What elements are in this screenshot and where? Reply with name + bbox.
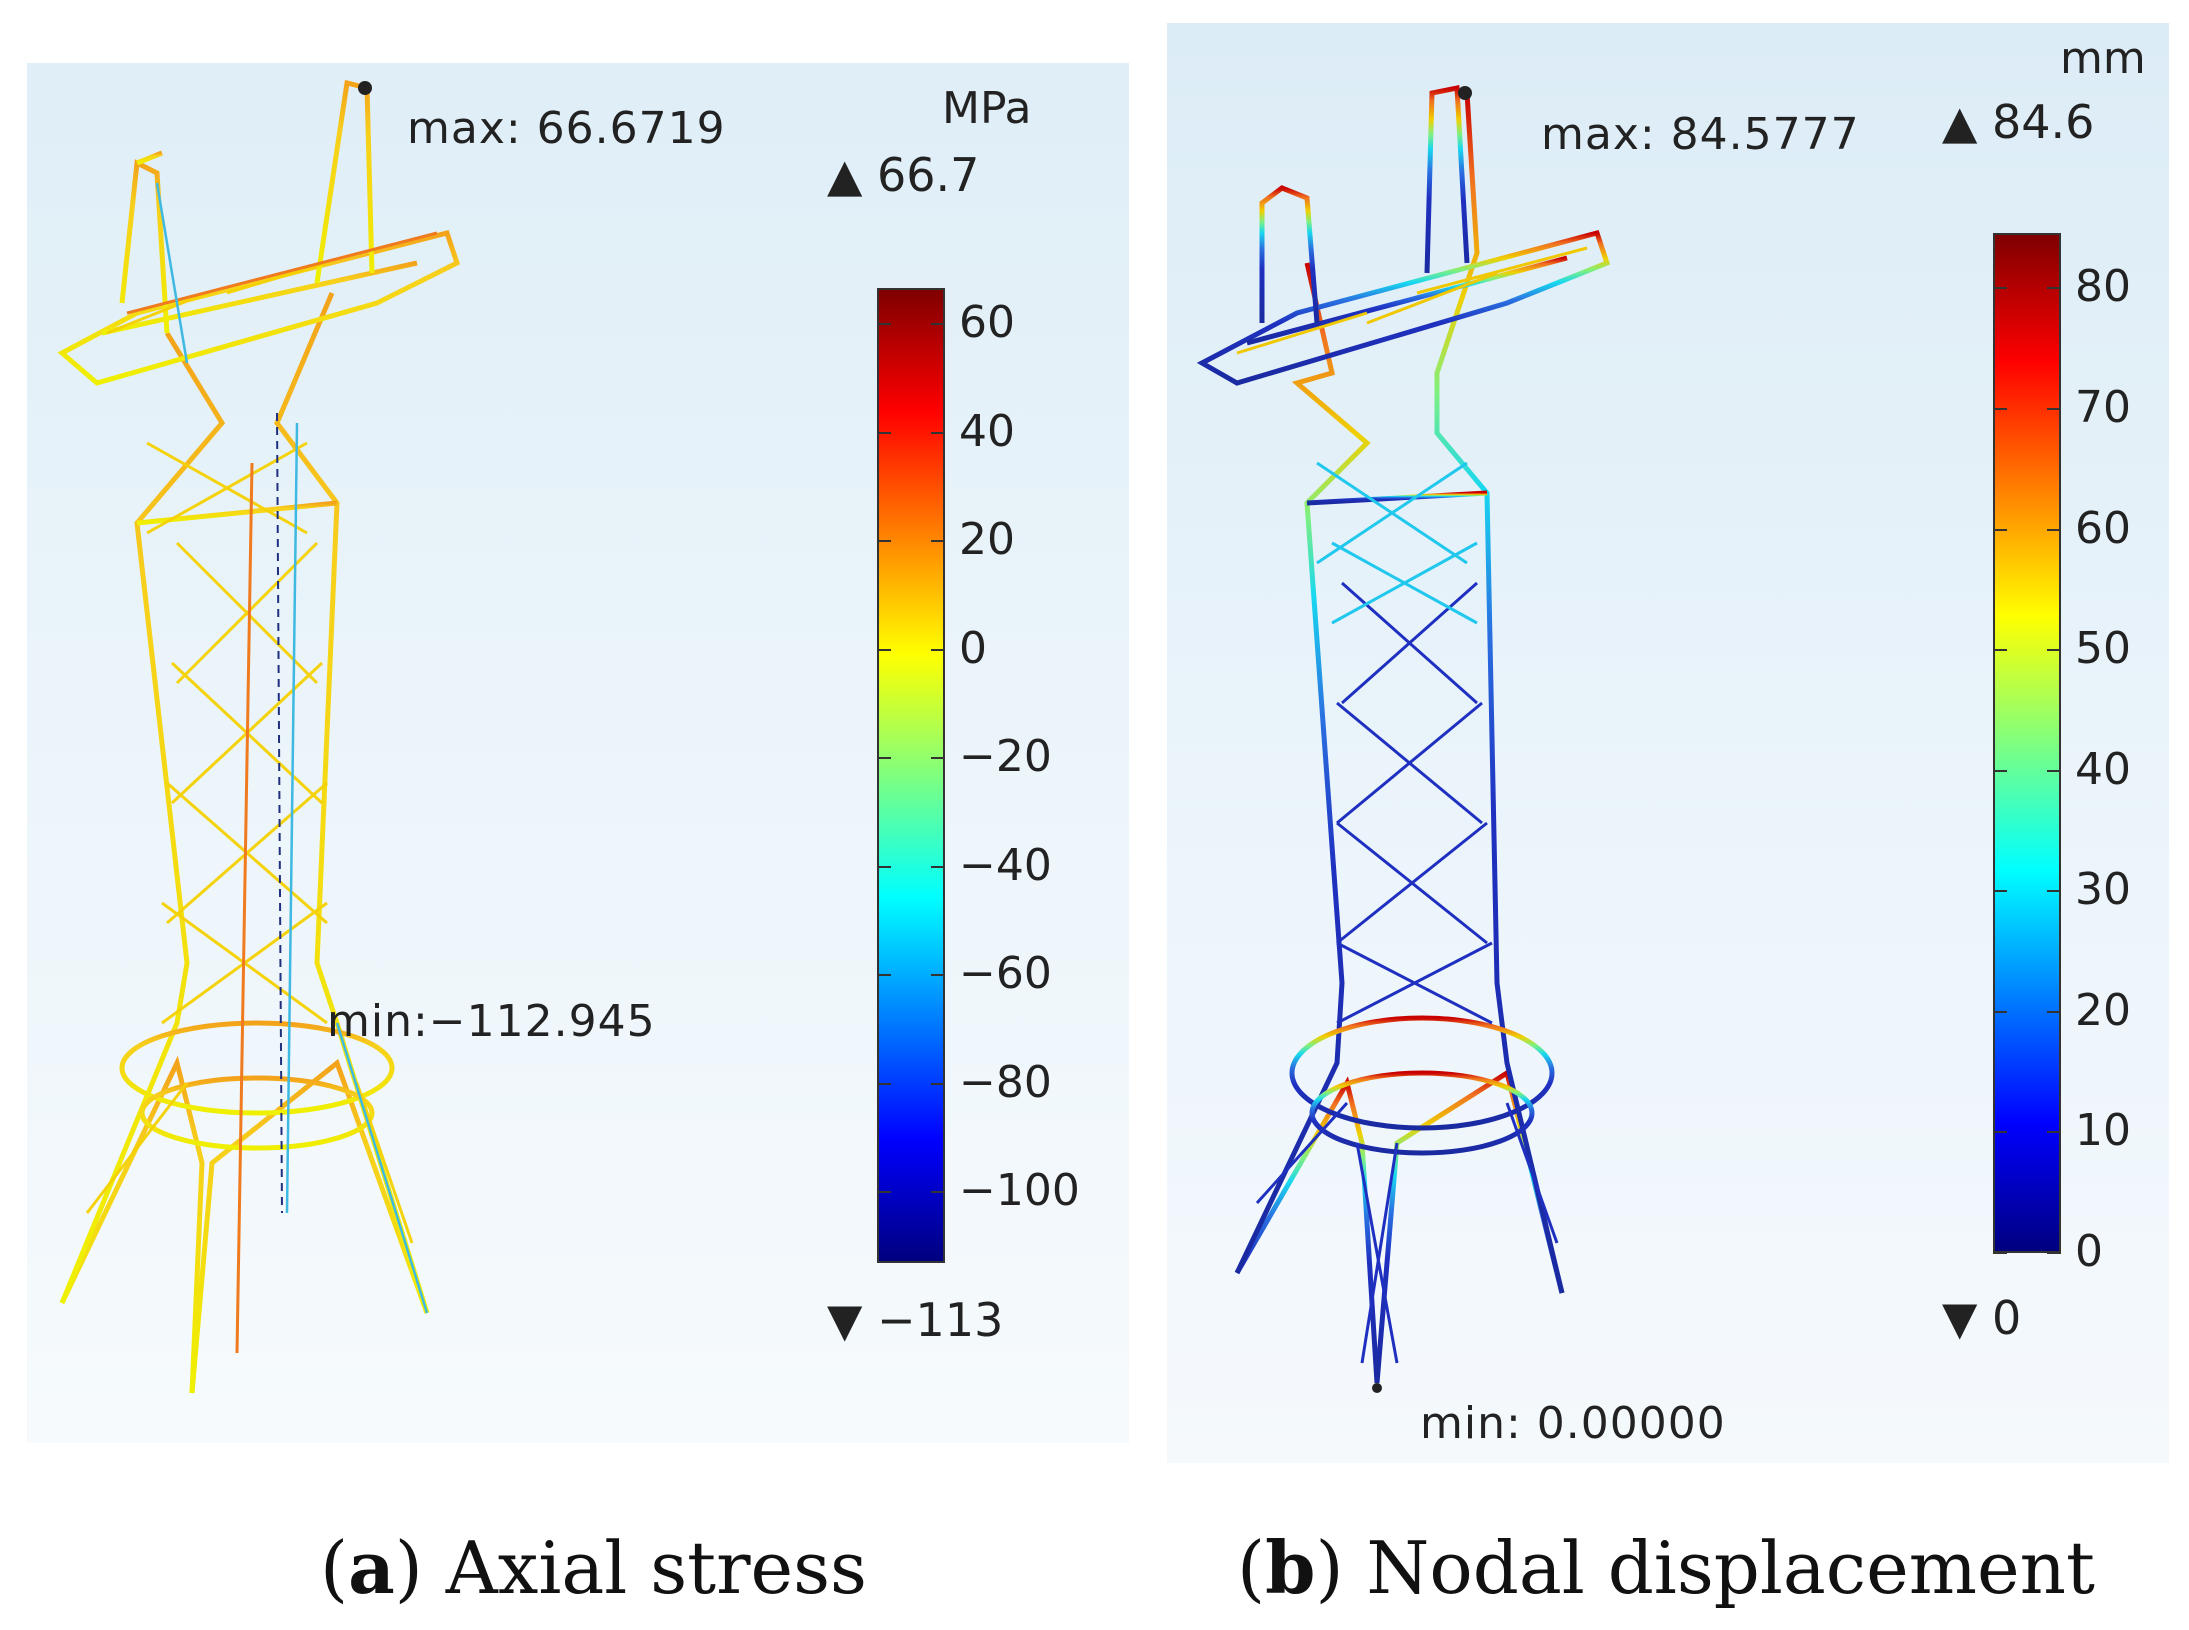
caption-b-text: Nodal displacement: [1343, 1526, 2095, 1610]
colorbar-tick-label: −100: [959, 1165, 1080, 1217]
colorbar-tick-mark: [1993, 287, 2007, 290]
colorbar-tick-label: 20: [2075, 984, 2131, 1036]
nodal-displacement-panel: max: 84.5777 min: 0.00000 mm ▲ 84.6 80 70…: [1167, 23, 2169, 1463]
axial-stress-tower-plot: [57, 79, 461, 1394]
colorbar-tick-mark: [1993, 1131, 2007, 1134]
colorbar-tick-mark: [877, 1082, 891, 1085]
colorbar-tick-mark: [1993, 649, 2007, 652]
stress-min-member: [276, 412, 283, 1214]
displacement-min-annotation: min: 0.00000: [1420, 1398, 1726, 1449]
colorbar-tick-mark: [2047, 1131, 2061, 1134]
displacement-lattice-diagonals: [1255, 581, 1559, 1364]
colorbar-tick-mark: [1993, 408, 2007, 411]
colorbar-tick-mark: [2047, 1010, 2061, 1013]
colorbar-tick-mark: [931, 540, 945, 543]
colorbar-tick-mark: [931, 648, 945, 651]
stress-range-min: ▼ −113: [827, 1293, 1003, 1347]
displacement-range-min-value: 0: [1992, 1291, 2022, 1345]
colorbar-tick-mark: [2047, 408, 2061, 411]
stress-edge-members: [126, 231, 438, 1354]
colorbar-tick-mark: [877, 648, 891, 651]
caption-b-letter: b: [1265, 1525, 1316, 1610]
displacement-range-max: ▲ 84.6: [1942, 95, 2094, 149]
colorbar-tick-mark: [1993, 1252, 2007, 1254]
colorbar-tick-label: −40: [959, 839, 1052, 891]
colorbar-tick-label: −80: [959, 1056, 1052, 1108]
colorbar-tick-label: 40: [959, 405, 1015, 457]
stress-min-annotation: min:−112.945: [327, 996, 656, 1047]
displacement-arm-diagonals: [1236, 246, 1588, 355]
colorbar-tick-label: −20: [959, 731, 1052, 783]
colorbar-tick-label: 0: [2075, 1226, 2103, 1277]
stress-range-min-value: −113: [877, 1293, 1004, 1347]
caption-nodal-displacement: (b) Nodal displacement: [1237, 1525, 2095, 1610]
colorbar-tick-mark: [2047, 528, 2061, 531]
displacement-unit-label: mm: [2060, 33, 2146, 84]
displacement-range-max-value: 84.6: [1992, 95, 2095, 149]
colorbar-tick-mark: [931, 431, 945, 434]
colorbar-tick-mark: [1993, 528, 2007, 531]
colorbar-tick-mark: [1993, 769, 2007, 772]
colorbar-tick-label: 10: [2075, 1105, 2131, 1157]
colorbar-tick-mark: [1993, 1010, 2007, 1013]
displacement-max-annotation: max: 84.5777: [1541, 109, 1860, 160]
displacement-min-triangle-icon: ▼: [1942, 1291, 1978, 1345]
displacement-max-triangle-icon: ▲: [1942, 95, 1978, 149]
displacement-min-point: [1372, 1383, 1382, 1393]
colorbar-tick-label: 70: [2075, 382, 2131, 434]
colorbar-tick-mark: [877, 323, 891, 326]
colorbar-tick-mark: [931, 974, 945, 977]
colorbar-tick-mark: [2047, 649, 2061, 652]
stress-range-max: ▲ 66.7: [827, 148, 979, 202]
colorbar-tick-mark: [877, 1191, 891, 1194]
colorbar-tick-label: 30: [2075, 864, 2131, 916]
colorbar-tick-mark: [2047, 769, 2061, 772]
colorbar-tick-mark: [877, 757, 891, 760]
colorbar-tick-label: 50: [2075, 623, 2131, 675]
caption-axial-stress: (a) Axial stress: [320, 1525, 868, 1610]
colorbar-tick-label: 40: [2075, 743, 2131, 795]
colorbar-tick-mark: [877, 540, 891, 543]
colorbar-tick-mark: [2047, 287, 2061, 290]
colorbar-tick-label: −60: [959, 948, 1052, 1000]
displacement-tower-lattice: [1196, 84, 1611, 1384]
colorbar-tick-label: 20: [959, 514, 1015, 566]
colorbar-tick-mark: [877, 974, 891, 977]
colorbar-tick-label: 60: [2075, 502, 2131, 554]
axial-stress-panel: max: 66.6719 min:−112.945 MPa ▲ 66.7 60 4…: [27, 63, 1129, 1443]
stress-max-annotation: max: 66.6719: [407, 103, 726, 154]
stress-max-point: [358, 81, 372, 95]
caption-a-letter: a: [348, 1525, 395, 1610]
colorbar-tick-mark: [931, 1082, 945, 1085]
colorbar-tick-mark: [931, 323, 945, 326]
colorbar-tick-label: 60: [959, 297, 1015, 349]
stress-min-triangle-icon: ▼: [827, 1293, 863, 1347]
stress-max-triangle-icon: ▲: [827, 148, 863, 202]
colorbar-tick-mark: [877, 865, 891, 868]
displacement-tower-plot: [1196, 84, 1611, 1393]
colorbar-tick-mark: [1993, 890, 2007, 893]
colorbar-tick-mark: [2047, 890, 2061, 893]
displacement-colorbar: [1993, 233, 2061, 1253]
displacement-max-point: [1458, 86, 1472, 100]
stress-compression-members: [155, 182, 429, 1314]
colorbar-tick-mark: [931, 865, 945, 868]
colorbar-tick-mark: [877, 431, 891, 434]
displacement-range-min: ▼ 0: [1942, 1291, 2021, 1345]
colorbar-tick-mark: [931, 757, 945, 760]
colorbar-tick-label: 0: [959, 622, 987, 674]
displacement-mid-diagonals: [1316, 461, 1478, 625]
stress-unit-label: MPa: [942, 83, 1032, 134]
colorbar-tick-label: 80: [2075, 261, 2131, 313]
caption-a-text: Axial stress: [422, 1526, 868, 1610]
colorbar-tick-mark: [931, 1191, 945, 1194]
stress-colorbar: [877, 288, 945, 1263]
stress-range-max-value: 66.7: [877, 148, 980, 202]
colorbar-tick-mark: [2047, 1252, 2061, 1254]
